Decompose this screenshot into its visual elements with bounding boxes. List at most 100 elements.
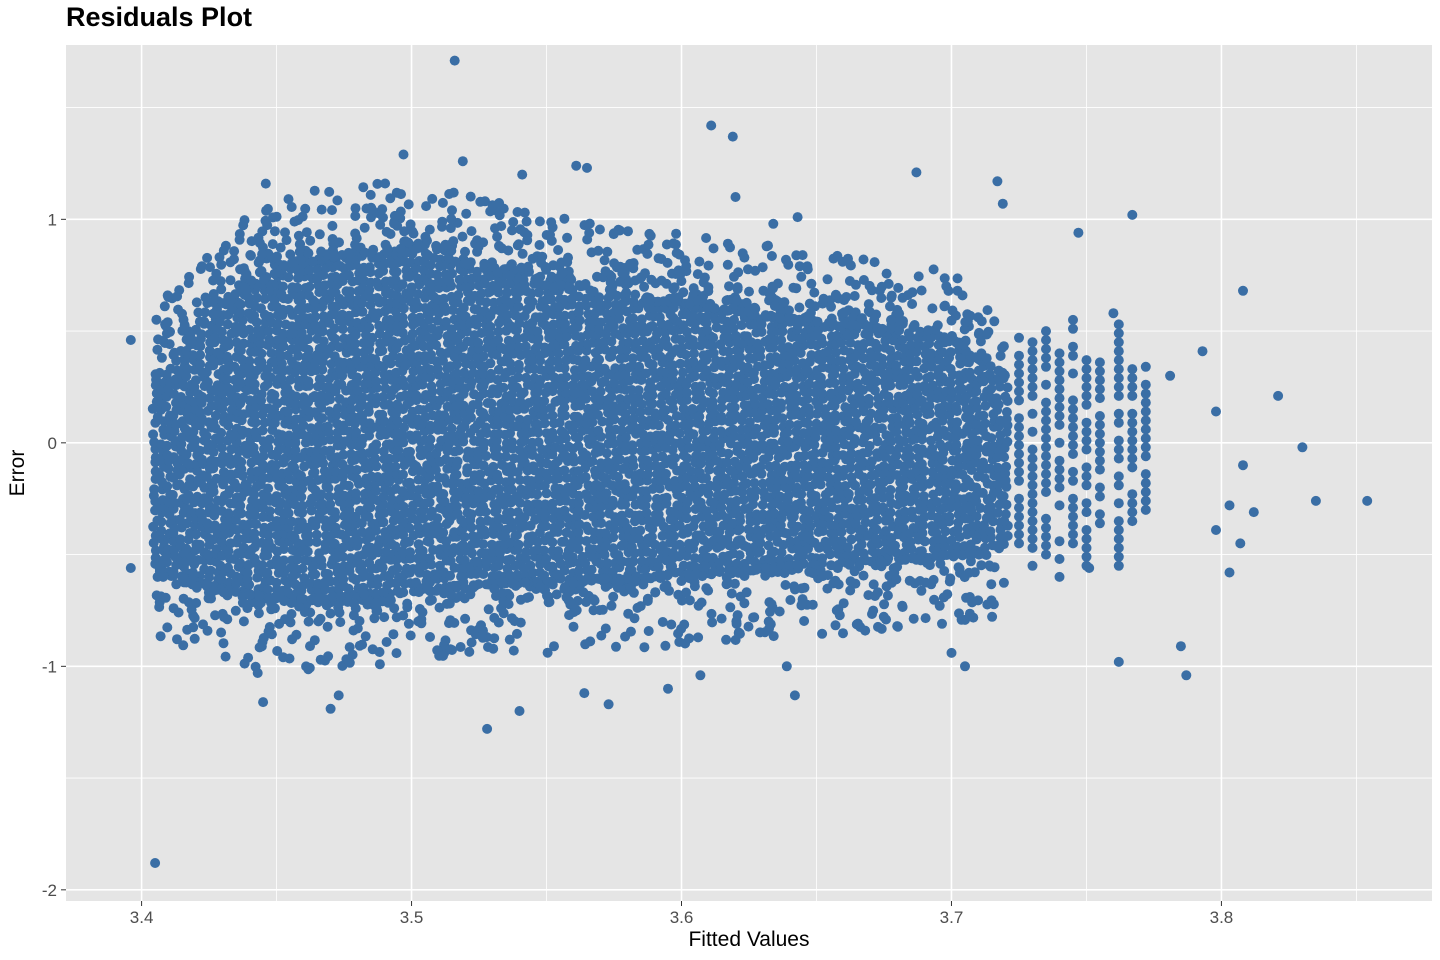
data-point [689, 371, 700, 382]
data-point [806, 278, 817, 289]
data-point [175, 534, 186, 545]
data-point [278, 555, 289, 566]
data-point [452, 456, 463, 467]
data-point [478, 460, 489, 471]
data-point [352, 347, 362, 358]
data-point [397, 327, 408, 338]
data-point [877, 353, 888, 364]
data-point [701, 473, 712, 484]
data-point [395, 588, 406, 599]
data-point [235, 500, 246, 511]
data-point [856, 539, 867, 550]
data-point [188, 350, 199, 361]
data-point [316, 489, 327, 500]
data-point [304, 281, 315, 292]
data-point [304, 265, 315, 275]
data-point [244, 324, 255, 335]
data-point [829, 378, 840, 388]
data-point [307, 493, 318, 504]
data-point [770, 352, 781, 363]
data-point [390, 461, 401, 472]
data-point [635, 525, 646, 536]
data-point [303, 530, 314, 540]
data-point [216, 442, 227, 453]
data-point [188, 397, 199, 407]
data-point [284, 414, 294, 425]
data-point [250, 417, 261, 428]
data-point [918, 491, 929, 502]
data-point [310, 569, 321, 580]
data-point [195, 341, 206, 352]
data-point [991, 393, 1002, 404]
data-point [236, 508, 247, 519]
data-point [250, 426, 261, 437]
data-point [337, 324, 348, 334]
data-point [205, 565, 216, 576]
data-point [377, 562, 388, 573]
data-point [263, 537, 274, 548]
data-point [190, 375, 201, 386]
data-point [299, 461, 310, 472]
data-point [252, 292, 263, 303]
data-point [733, 267, 744, 278]
data-point [256, 357, 267, 368]
data-point [297, 500, 308, 511]
data-point [654, 312, 665, 323]
data-point [478, 408, 489, 419]
data-point [687, 404, 698, 414]
data-point [303, 616, 314, 627]
data-point [346, 404, 357, 414]
data-point [190, 435, 201, 446]
data-point [235, 299, 246, 310]
data-point [486, 398, 497, 409]
data-point [183, 458, 194, 469]
data-point [156, 525, 167, 536]
data-point [397, 279, 408, 290]
data-point [371, 525, 381, 536]
data-point [460, 613, 471, 624]
data-point [606, 600, 617, 611]
data-point [769, 423, 780, 433]
data-point [211, 544, 222, 555]
data-point [208, 481, 219, 492]
data-point [169, 523, 180, 534]
data-point [330, 309, 340, 320]
data-point [928, 264, 939, 275]
data-point [539, 545, 549, 556]
data-point [957, 469, 968, 480]
data-point [553, 245, 564, 255]
data-point [264, 434, 275, 445]
data-point [238, 220, 249, 231]
data-point [822, 274, 833, 285]
data-point [1002, 382, 1013, 393]
data-point [289, 499, 300, 510]
data-point [167, 489, 178, 500]
data-point [513, 539, 524, 550]
data-point [986, 433, 997, 444]
data-point [881, 581, 892, 592]
data-point [810, 491, 821, 501]
data-point [668, 313, 679, 324]
data-point [692, 269, 703, 280]
data-point [249, 528, 260, 539]
data-point [450, 256, 461, 267]
data-point [351, 427, 362, 438]
data-point [349, 418, 360, 429]
data-point [650, 408, 660, 419]
data-point [729, 402, 740, 413]
data-point [397, 546, 408, 557]
data-point [532, 326, 543, 337]
data-point [489, 612, 500, 623]
data-point [366, 542, 376, 553]
data-point [229, 478, 240, 489]
data-point [399, 422, 409, 433]
data-point [316, 374, 327, 385]
data-point [688, 429, 699, 440]
data-point [223, 420, 234, 431]
data-point [283, 294, 293, 304]
data-point [242, 567, 253, 578]
data-point [236, 456, 247, 467]
data-point [283, 508, 294, 519]
data-point [781, 254, 791, 265]
